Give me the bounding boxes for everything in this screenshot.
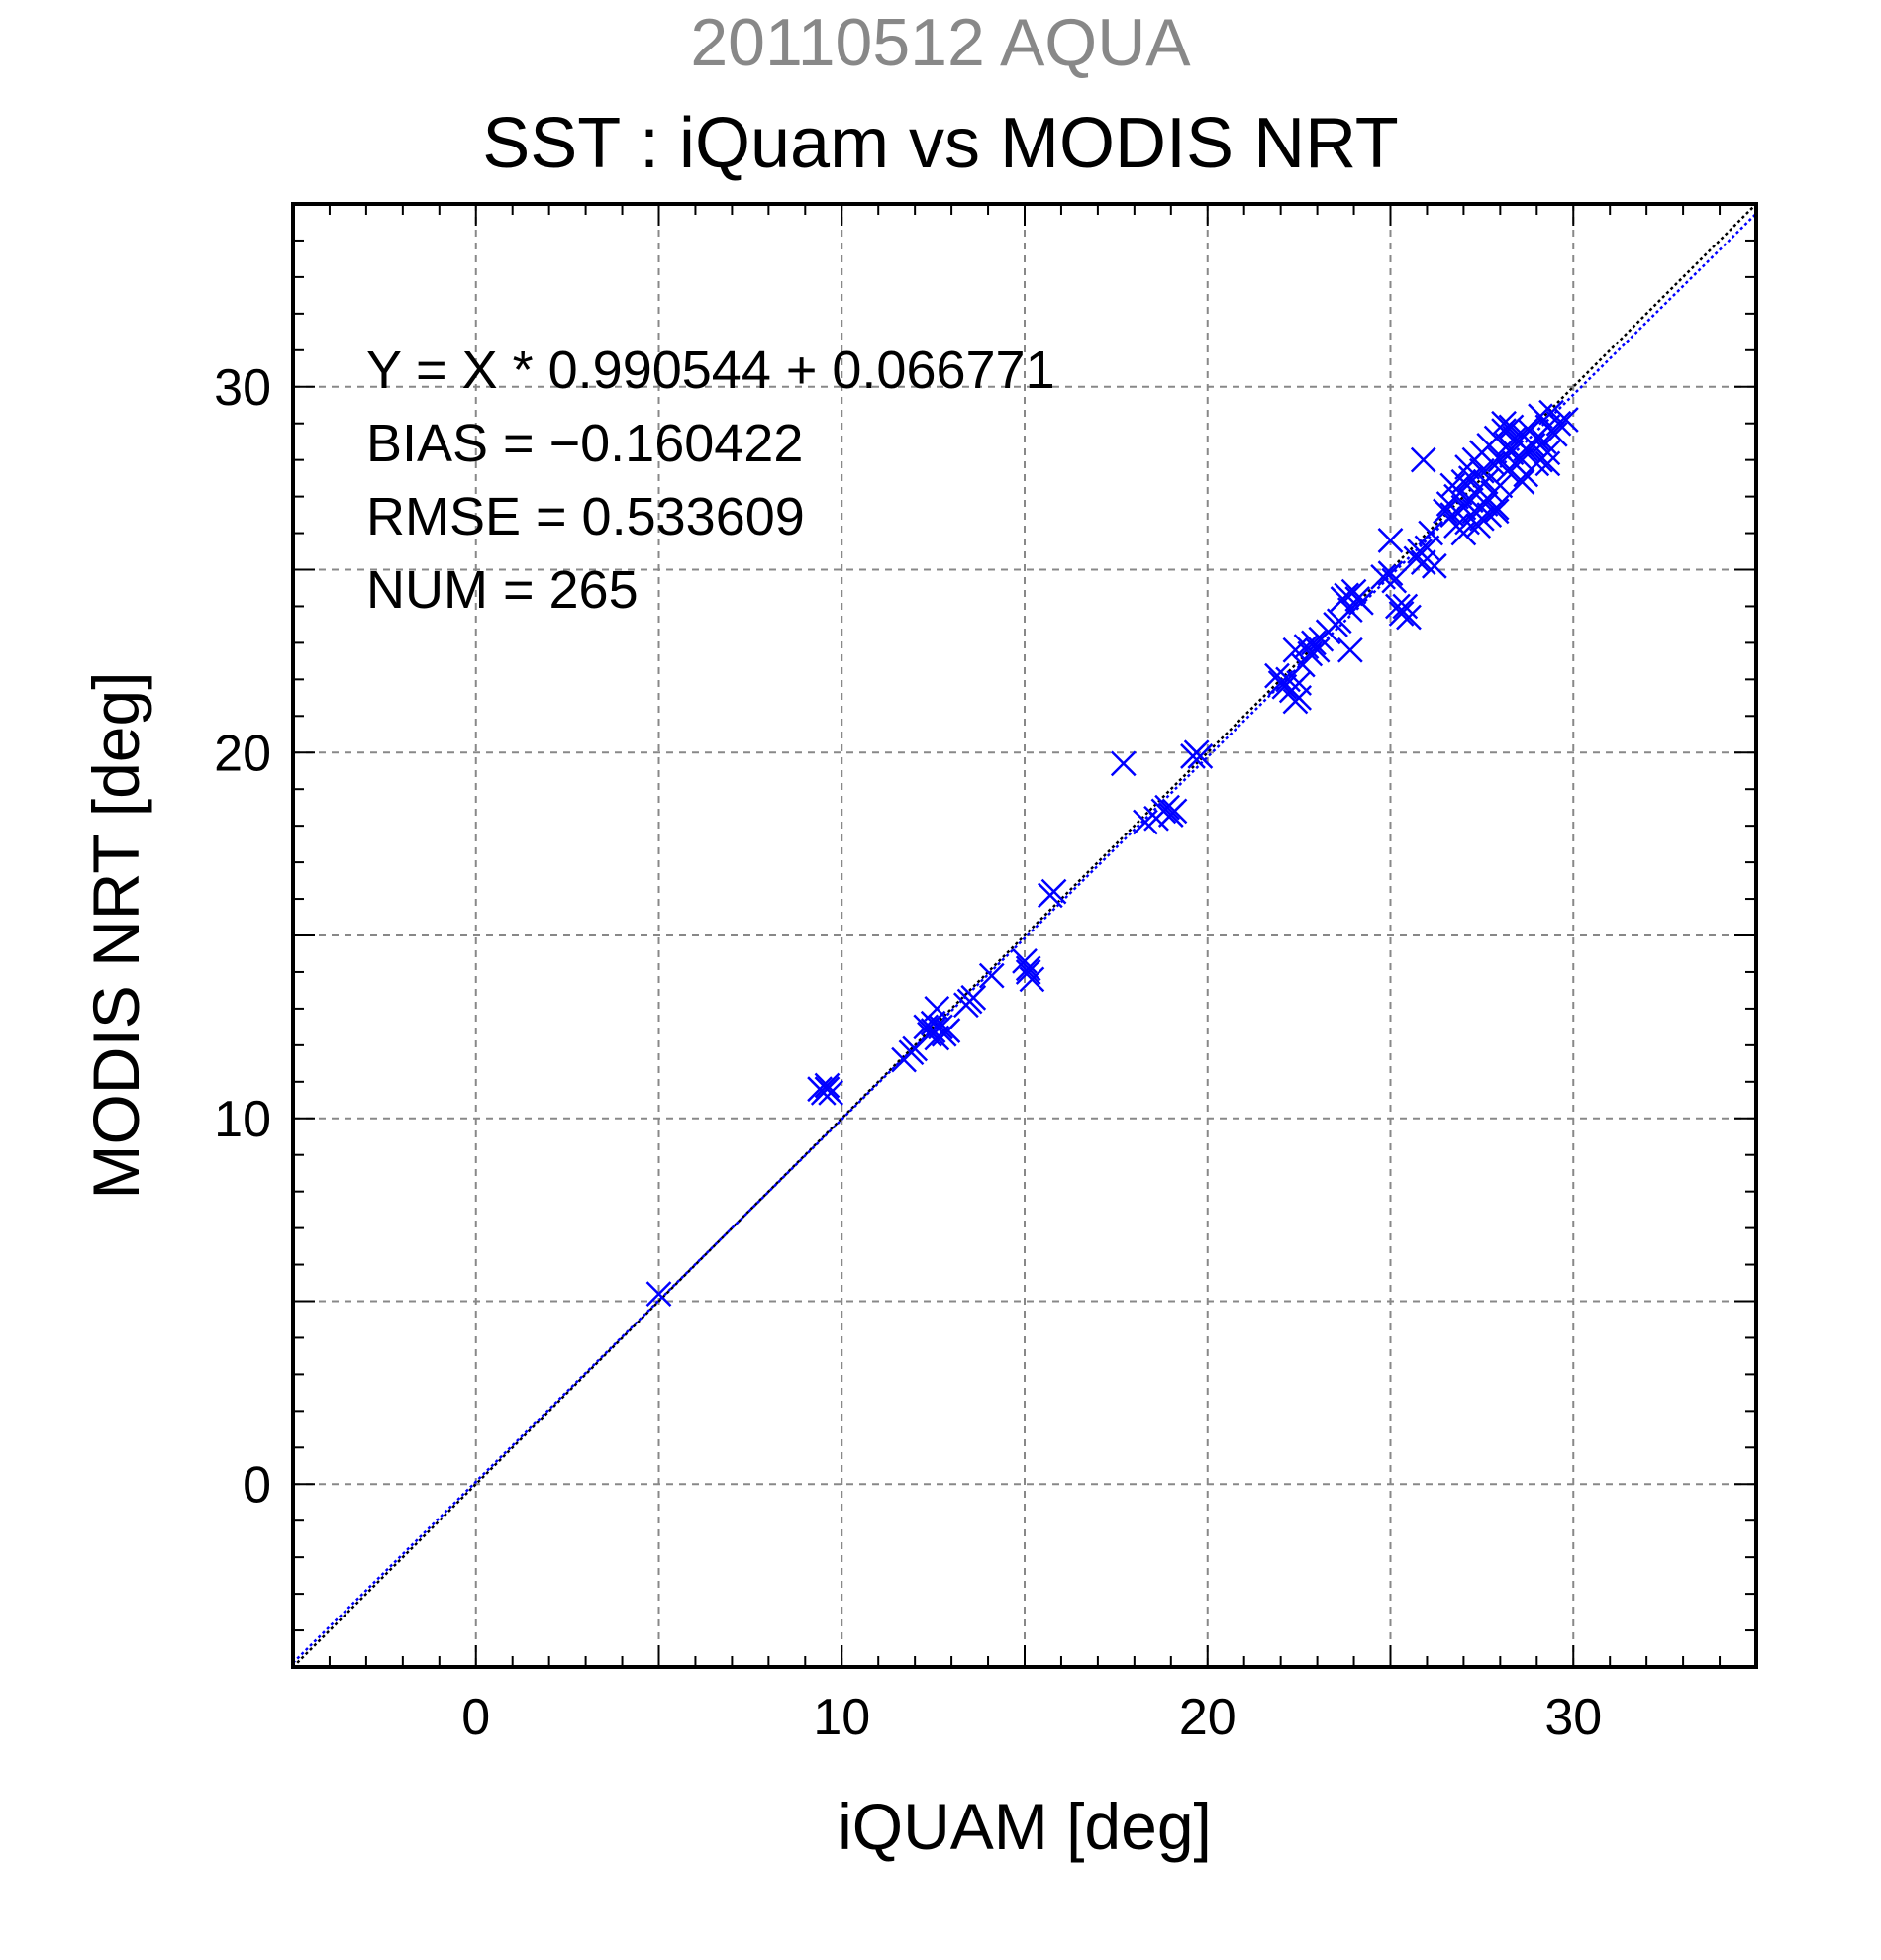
y-tick-label: 10 — [214, 1091, 271, 1148]
data-point — [1534, 450, 1561, 477]
fit-equation: Y = X * 0.990544 + 0.066771 — [366, 341, 1055, 400]
data-point — [1509, 468, 1535, 495]
data-point — [960, 984, 987, 1011]
data-point — [1301, 630, 1327, 656]
data-point — [1472, 468, 1499, 495]
data-point — [1187, 743, 1214, 769]
data-point — [1545, 410, 1572, 437]
data-point — [1381, 567, 1408, 594]
data-point — [814, 1076, 841, 1103]
data-point — [1487, 472, 1514, 499]
data-point — [1348, 589, 1374, 616]
data-point — [1015, 955, 1041, 982]
data-point — [1480, 450, 1506, 477]
data-point — [1491, 410, 1517, 437]
data-point — [1552, 407, 1579, 433]
x-tick-label: 20 — [1179, 1689, 1237, 1746]
data-point — [935, 1018, 961, 1043]
x-tick-label: 30 — [1544, 1689, 1602, 1746]
tick-labels: 0 10 20 30 0 10 20 30 — [214, 359, 1602, 1746]
data-point — [1483, 494, 1510, 521]
data-point — [1377, 560, 1404, 587]
plot-frame — [291, 202, 1758, 1669]
data-point — [978, 962, 1005, 989]
data-point — [1388, 600, 1415, 627]
bias-stat: BIAS = −0.160422 — [366, 414, 803, 473]
data-point — [1377, 528, 1404, 553]
y-tick-label: 20 — [214, 725, 271, 782]
data-point — [1450, 520, 1477, 546]
data-point — [645, 1281, 672, 1307]
data-point — [1433, 498, 1458, 525]
data-point — [814, 1072, 841, 1099]
data-point — [1418, 520, 1444, 546]
data-point — [1015, 959, 1041, 985]
count-stat: NUM = 265 — [366, 560, 639, 620]
data-point — [1286, 670, 1313, 696]
data-point — [920, 1010, 946, 1036]
data-point — [1154, 794, 1180, 821]
data-point — [1528, 446, 1553, 473]
fit-line — [293, 212, 1756, 1664]
data-point — [1396, 604, 1422, 631]
data-point — [1410, 446, 1436, 473]
y-axis-label: MODIS NRT [deg] — [79, 671, 152, 1199]
data-point — [1340, 578, 1367, 605]
data-point — [1040, 878, 1067, 905]
data-point — [1271, 673, 1298, 700]
data-point — [924, 996, 950, 1022]
data-point — [1421, 552, 1447, 579]
data-point — [1161, 798, 1188, 825]
data-point — [1468, 505, 1495, 532]
data-point — [1538, 399, 1564, 426]
x-tick-label: 0 — [461, 1689, 490, 1746]
data-point — [1450, 468, 1477, 495]
data-point — [1414, 535, 1440, 561]
x-tick-label: 10 — [813, 1689, 870, 1746]
stats-annotation: Y = X * 0.990544 + 0.066771 BIAS = −0.16… — [366, 341, 1055, 620]
data-point — [1110, 750, 1137, 777]
rmse-stat: RMSE = 0.533609 — [366, 487, 805, 546]
data-points — [645, 399, 1579, 1307]
data-point — [1336, 637, 1363, 663]
y-tick-label: 0 — [243, 1456, 271, 1514]
data-point — [1443, 483, 1469, 510]
chart-subtitle: 20110512 AQUA — [690, 5, 1191, 80]
y-tick-label: 30 — [214, 359, 271, 417]
chart-title: SST : iQuam vs MODIS NRT — [482, 104, 1399, 183]
x-axis-label: iQUAM [deg] — [838, 1790, 1212, 1863]
data-point — [1483, 498, 1510, 525]
